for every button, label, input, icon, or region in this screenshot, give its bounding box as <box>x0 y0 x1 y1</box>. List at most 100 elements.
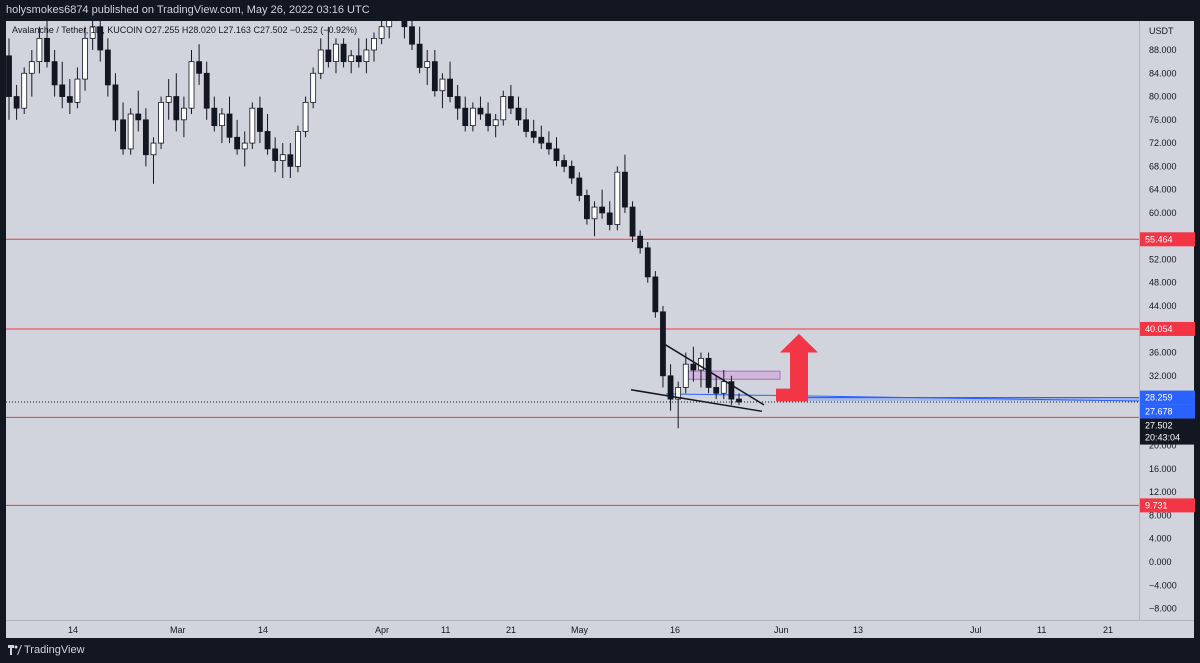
price-tick-label: 36.000 <box>1149 348 1177 358</box>
candle-body-73 <box>561 160 568 167</box>
candle-body-60 <box>462 107 469 127</box>
blue-badge-upper-bg <box>1140 390 1195 405</box>
candle-body-52 <box>401 21 408 28</box>
time-tick-label: 11 <box>441 625 450 635</box>
candle-body-78 <box>599 206 606 214</box>
level-badge-0: 55.464 <box>1145 234 1173 244</box>
candle-body-48 <box>371 37 377 51</box>
time-tick-label: Jul <box>970 625 982 635</box>
symbol-name[interactable]: Avalanche / Tether <box>12 25 86 35</box>
candle-body-22 <box>173 96 180 121</box>
time-tick-label: Jun <box>774 625 789 635</box>
candle-body-82 <box>629 206 636 237</box>
price-tick-label: 76.000 <box>1149 115 1177 125</box>
footer-bar: TradingView <box>0 638 1200 663</box>
candle-body-42 <box>325 49 332 63</box>
candle-body-96 <box>736 398 742 403</box>
bullish-arrow-icon <box>776 333 818 402</box>
time-axis[interactable]: 14 Mar 14 Apr 11 21 May 16 Jun 13 Jul 11 21 <box>6 620 1194 638</box>
candle-body-30 <box>234 136 241 150</box>
candle-body-10 <box>82 37 88 80</box>
time-tick-label: 11 <box>1037 625 1046 635</box>
time-tick-label: 16 <box>670 625 680 635</box>
level-badge-1: 40.054 <box>1145 324 1173 334</box>
wedge-lower-line <box>630 389 763 413</box>
candle-body-25 <box>196 61 203 74</box>
price-tick-label: 20.000 <box>1149 441 1177 451</box>
candle-body-20 <box>158 101 164 144</box>
price-tick-label: −8.000 <box>1149 604 1177 614</box>
time-tick-label: May <box>571 625 589 635</box>
candle-body-56 <box>431 61 438 92</box>
price-tick-label: 4.000 <box>1149 534 1172 544</box>
ohlc-change: −0.252 (−0.92%) <box>290 25 358 35</box>
candlestick-chart[interactable] <box>6 21 1139 620</box>
chart-pane[interactable]: Avalanche / Tether, 1D, KUCOIN O27.255 H… <box>6 21 1139 620</box>
candle-body-84 <box>644 247 651 278</box>
blue-badge-upper: 28.259 <box>1145 393 1173 403</box>
candle-body-49 <box>378 26 385 39</box>
candle-body-40 <box>310 72 317 103</box>
price-axis[interactable]: USDT −8.000 −4.000 0.000 4.000 8.000 12.000 16.… <box>1139 21 1195 620</box>
candle-body-72 <box>553 148 560 161</box>
candle-body-66 <box>507 96 514 109</box>
price-tick-label: 84.000 <box>1149 68 1177 78</box>
time-tick-label: 21 <box>1103 625 1113 635</box>
symbol-exchange: KUCOIN <box>107 25 143 35</box>
candle-body-64 <box>492 119 499 127</box>
candle-body-31 <box>241 142 248 150</box>
countdown-label: 20:43:04 <box>1145 433 1180 443</box>
candle-body-94 <box>720 381 727 394</box>
time-tick-label: Mar <box>170 625 186 635</box>
candle-body-74 <box>568 165 575 179</box>
candle-body-16 <box>127 113 134 150</box>
candle-body-26 <box>203 72 210 109</box>
candle-body-44 <box>340 43 347 63</box>
candle-body-79 <box>606 212 613 225</box>
candle-body-11 <box>89 26 96 39</box>
price-tick-label: 80.000 <box>1149 92 1177 102</box>
candle-body-27 <box>211 107 218 127</box>
candle-body-4 <box>36 37 43 63</box>
candle-body-88 <box>675 387 682 400</box>
candle-body-55 <box>424 61 431 68</box>
blue-badge-lower-bg <box>1140 404 1195 419</box>
time-tick-label: 14 <box>258 625 268 635</box>
author-name[interactable]: holysmokes6874 <box>6 4 89 16</box>
current-price-badge-bg <box>1140 418 1195 445</box>
candle-body-21 <box>165 96 172 103</box>
ohlc-low: L27.163 <box>218 25 251 35</box>
candle-body-67 <box>515 107 522 121</box>
candle-body-69 <box>530 131 537 138</box>
candle-body-1 <box>13 96 20 109</box>
candle-body-50 <box>386 21 393 28</box>
time-tick-label: 13 <box>853 625 863 635</box>
candle-body-6 <box>51 61 58 86</box>
candle-body-90 <box>690 363 697 371</box>
price-tick-label: 72.000 <box>1149 138 1177 148</box>
candle-body-8 <box>66 96 73 103</box>
candle-body-61 <box>469 107 476 127</box>
price-tick-label: 60.000 <box>1149 208 1177 218</box>
site-name[interactable]: TradingView.com <box>156 4 241 16</box>
candle-body-75 <box>576 177 583 196</box>
candle-body-58 <box>447 78 453 97</box>
time-tick-label: Apr <box>375 625 389 635</box>
candle-body-18 <box>142 119 149 156</box>
level-badge-3-bg <box>1140 498 1195 513</box>
candle-body-2 <box>21 72 28 109</box>
candle-body-9 <box>74 78 81 103</box>
candle-body-71 <box>545 142 552 150</box>
candle-body-19 <box>150 142 157 156</box>
candle-body-68 <box>523 119 529 132</box>
candle-body-36 <box>279 154 286 161</box>
candle-body-34 <box>264 131 271 150</box>
candle-body-29 <box>226 113 233 138</box>
tradingview-logo-icon[interactable] <box>8 645 22 655</box>
candle-body-95 <box>728 381 735 400</box>
currency-label: USDT <box>1149 26 1174 36</box>
candle-body-93 <box>713 387 720 394</box>
tradingview-brand[interactable]: TradingView <box>24 644 85 656</box>
price-tick-label: 32.000 <box>1149 371 1177 381</box>
candle-body-28 <box>219 113 225 127</box>
